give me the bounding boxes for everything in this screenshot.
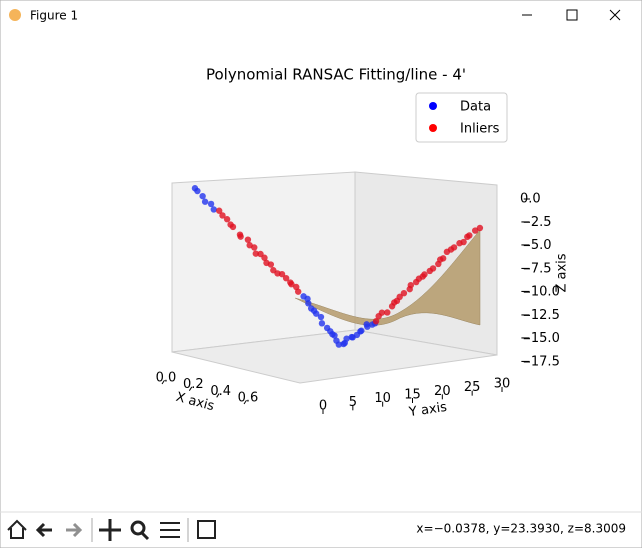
inlier-point — [219, 212, 226, 219]
tick-label: 30 — [494, 377, 511, 392]
tick-mark — [188, 386, 193, 391]
data-point — [199, 192, 206, 200]
legend — [415, 92, 508, 143]
tick-label: −12.5 — [520, 308, 560, 323]
inlier-point — [294, 288, 302, 295]
y-axis-label: Y axis — [407, 400, 448, 420]
tick-label: −17.5 — [520, 355, 560, 370]
inlier-point — [278, 270, 286, 278]
inlier-point — [421, 271, 428, 278]
inlier-point — [237, 233, 244, 240]
inlier-point — [252, 250, 260, 257]
tick-label: 0.0 — [520, 192, 541, 207]
app-icon — [9, 9, 21, 21]
inlier-point — [372, 318, 380, 325]
tick-label: −5.0 — [520, 238, 552, 253]
zoom-button[interactable] — [130, 520, 146, 536]
inlier-point — [261, 254, 268, 261]
home-button[interactable] — [7, 519, 27, 539]
zoom-handle — [140, 531, 150, 541]
status-text: x=−0.0378, y=23.3930, z=8.3009 — [416, 522, 626, 536]
data-point — [318, 320, 326, 327]
save-button[interactable] — [197, 520, 216, 539]
data-point — [201, 198, 209, 205]
pane — [171, 329, 498, 384]
tick-label: 0 — [319, 399, 327, 414]
inlier-point — [229, 223, 237, 231]
tick-label: 20 — [434, 384, 451, 399]
inlier-point — [472, 227, 479, 234]
data-point — [210, 206, 217, 213]
tick-label: −7.5 — [520, 261, 552, 276]
maximize[interactable] — [566, 9, 578, 21]
inlier-point — [429, 265, 437, 272]
inlier-point — [476, 224, 484, 232]
legend-label: Inliers — [460, 122, 500, 137]
data-point — [331, 332, 338, 339]
tick-label: 25 — [464, 380, 481, 395]
tick-label: 5 — [349, 395, 357, 410]
tick-label: 0.2 — [183, 377, 204, 392]
tick-label: 0.0 — [156, 371, 177, 386]
inlier-point — [251, 244, 258, 251]
inlier-point — [282, 274, 290, 282]
data-point — [363, 321, 370, 328]
inlier-point — [267, 261, 275, 268]
tick-label: 0.6 — [238, 391, 259, 406]
inlier-point — [257, 250, 264, 258]
inlier-point — [378, 309, 386, 316]
z-axis-label: Z axis — [555, 253, 570, 292]
inlier-point — [400, 289, 408, 297]
forward-button[interactable] — [66, 522, 83, 538]
legend-marker — [429, 124, 437, 132]
chart-title: Polynomial RANSAC Fitting/line - 4' — [206, 66, 466, 84]
tick-label: 10 — [374, 391, 391, 406]
data-point — [207, 200, 215, 208]
legend-label: Data — [460, 100, 491, 115]
pan-button[interactable] — [99, 519, 121, 541]
data-point — [305, 300, 312, 307]
close[interactable] — [609, 9, 621, 21]
inlier-point — [460, 238, 467, 246]
tick-mark — [216, 393, 220, 398]
points — [191, 185, 484, 348]
tick-label: −10.0 — [520, 285, 560, 300]
inlier-point — [407, 281, 415, 289]
inlier-point — [216, 207, 223, 214]
inlier-point — [396, 293, 403, 301]
inlier-point — [450, 244, 458, 251]
tick-mark — [243, 399, 247, 405]
inlier-point — [466, 232, 473, 239]
inlier-point — [244, 236, 252, 243]
legend-marker — [429, 102, 437, 110]
inlier-point — [223, 216, 231, 223]
tick-label: 15 — [404, 388, 421, 403]
data-point — [335, 341, 343, 348]
toolbar — [7, 518, 216, 542]
inlier-point — [288, 280, 295, 288]
back-button[interactable] — [35, 522, 52, 538]
tick-label: 0.4 — [210, 384, 231, 399]
inlier-point — [384, 309, 391, 316]
tick-label: −2.5 — [520, 215, 552, 230]
window-title: Figure 1 — [30, 9, 78, 23]
data-point — [312, 310, 320, 317]
tick-mark — [161, 379, 165, 385]
data-point — [194, 187, 201, 195]
data-point — [358, 327, 365, 334]
data-point — [343, 335, 350, 342]
configure-button[interactable] — [160, 522, 180, 538]
data-point — [317, 313, 325, 321]
tick-label: −15.0 — [520, 331, 560, 346]
inlier-point — [439, 255, 447, 262]
